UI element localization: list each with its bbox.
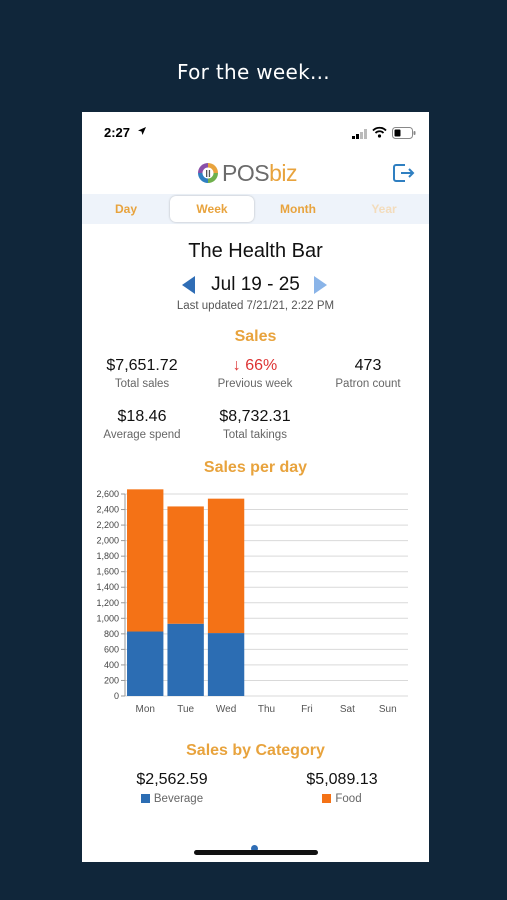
y-tick-label: 0 bbox=[114, 691, 119, 701]
y-tick-label: 1,200 bbox=[96, 598, 119, 608]
x-tick-label: Sat bbox=[340, 704, 355, 715]
y-tick-label: 200 bbox=[104, 675, 119, 685]
x-tick-label: Wed bbox=[216, 704, 236, 715]
page-indicator-dot bbox=[251, 845, 258, 852]
x-tick-label: Tue bbox=[177, 704, 194, 715]
total-sales-value: $7,651.72 bbox=[106, 357, 178, 374]
y-tick-label: 2,200 bbox=[96, 520, 119, 530]
logout-icon[interactable] bbox=[392, 162, 416, 184]
total-takings-label: Total takings bbox=[223, 429, 287, 441]
beverage-swatch bbox=[140, 794, 150, 803]
beverage-legend: Beverage bbox=[102, 793, 242, 805]
bar-beverage-mon bbox=[127, 631, 164, 696]
tab-month[interactable]: Month bbox=[280, 202, 316, 216]
average-spend-label: Average spend bbox=[103, 429, 181, 441]
tab-day[interactable]: Day bbox=[114, 202, 137, 216]
date-navigator: Jul 19 - 25 bbox=[82, 272, 429, 298]
venue-name: The Health Bar bbox=[188, 240, 323, 262]
patron-count-value: 473 bbox=[354, 357, 382, 374]
beverage-category: $2,562.59 Beverage bbox=[102, 771, 242, 805]
previous-week-value: ↓ 66% bbox=[232, 357, 278, 374]
bar-food-mon bbox=[127, 489, 164, 632]
sales-per-day-chart: 0 200 400 600 800 1,000 1,200 1,400 1,600 1,800 2,… bbox=[96, 489, 408, 715]
sales-per-day-title: Sales per day bbox=[203, 459, 308, 476]
period-tabs: Day Week Month Year bbox=[82, 194, 429, 224]
logo-text: POSbiz bbox=[222, 159, 297, 186]
y-tick-label: 1,800 bbox=[96, 551, 119, 561]
status-time: 2:27 bbox=[104, 125, 131, 140]
signal-icon bbox=[352, 129, 367, 139]
food-legend: Food bbox=[272, 793, 412, 805]
previous-week-stat: ↓ 66% Previous week bbox=[195, 357, 315, 390]
y-tick-label: 2,000 bbox=[96, 536, 119, 546]
y-tick-label: 600 bbox=[104, 644, 119, 654]
tab-week[interactable]: Week bbox=[170, 196, 254, 222]
y-tick-label: 1,600 bbox=[96, 567, 119, 577]
previous-week-label: Previous week bbox=[217, 378, 293, 390]
average-spend-value: $18.46 bbox=[117, 408, 167, 425]
patron-count-stat: 473 Patron count bbox=[308, 357, 428, 390]
bar-beverage-wed bbox=[207, 633, 245, 696]
food-category: $5,089.13 Food bbox=[272, 771, 412, 805]
sales-by-category-title: Sales by Category bbox=[186, 742, 325, 759]
bar-food-tue bbox=[167, 506, 204, 624]
down-arrow-icon: ↓ bbox=[232, 357, 241, 374]
wifi-icon bbox=[372, 126, 387, 138]
location-arrow-icon bbox=[138, 127, 146, 135]
beverage-value: $2,562.59 bbox=[136, 771, 208, 788]
y-tick-label: 800 bbox=[104, 629, 119, 639]
tab-year[interactable]: Year bbox=[371, 202, 397, 216]
x-tick-label: Mon bbox=[135, 704, 154, 715]
total-takings-value: $8,732.31 bbox=[219, 408, 291, 425]
y-tick-label: 2,400 bbox=[96, 505, 119, 515]
average-spend-stat: $18.46 Average spend bbox=[82, 408, 202, 441]
y-tick-label: 1,400 bbox=[96, 582, 119, 592]
app-header: POSbiz bbox=[82, 152, 429, 192]
patron-count-label: Patron count bbox=[335, 378, 401, 390]
food-swatch bbox=[322, 794, 332, 803]
date-range: Jul 19 - 25 bbox=[211, 274, 300, 295]
caption: For the week... bbox=[177, 60, 330, 84]
food-value: $5,089.13 bbox=[306, 771, 378, 788]
previous-week-icon[interactable] bbox=[182, 276, 196, 294]
last-updated: Last updated 7/21/21, 2:22 PM bbox=[176, 300, 335, 312]
total-sales-stat: $7,651.72 Total sales bbox=[82, 357, 202, 390]
logo-mark-icon bbox=[198, 163, 218, 183]
total-sales-label: Total sales bbox=[114, 378, 170, 390]
home-indicator[interactable] bbox=[194, 850, 318, 855]
status-bar: 2:27 bbox=[82, 112, 429, 152]
posbiz-logo: POSbiz bbox=[196, 159, 297, 187]
x-tick-label: Sun bbox=[379, 704, 397, 715]
sales-section-title: Sales bbox=[234, 328, 277, 345]
bar-beverage-tue bbox=[167, 623, 204, 696]
next-week-icon[interactable] bbox=[313, 276, 327, 294]
bar-food-wed bbox=[207, 498, 245, 634]
total-takings-stat: $8,732.31 Total takings bbox=[195, 408, 315, 441]
phone-screen: 2:27 bbox=[82, 112, 429, 862]
y-tick-label: 1,000 bbox=[96, 613, 119, 623]
y-tick-label: 400 bbox=[104, 660, 119, 670]
x-tick-label: Thu bbox=[258, 704, 275, 715]
y-tick-label: 2,600 bbox=[96, 489, 119, 499]
battery-icon bbox=[392, 127, 416, 139]
x-tick-label: Fri bbox=[301, 704, 313, 715]
